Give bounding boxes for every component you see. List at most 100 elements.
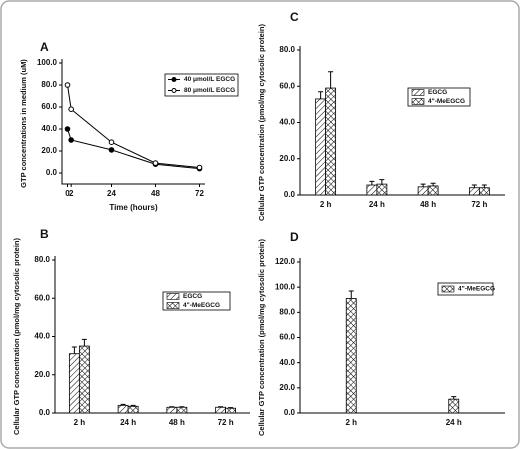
y-tick-label: 0.0 [284,408,296,417]
legend-label: EGCG [183,293,202,300]
y-tick-label: 0.0 [46,168,58,177]
bar [225,407,237,414]
y-axis-label: Cellular GTP concentration (pmol/mg cyto… [12,238,21,435]
error-bar [430,182,436,186]
marker [152,160,159,166]
y-tick-label: 100.0 [37,58,58,67]
bar [78,345,90,414]
bar [345,298,357,414]
error-bar [369,180,375,186]
x-tick-label: 24 h [369,200,385,209]
x-tick-label: 24 h [120,418,136,427]
bar [366,184,378,196]
y-axis-label: GTP concentrations in medium (uM) [19,59,28,188]
error-bar [81,338,87,347]
x-tick-label: 72 h [218,418,234,427]
x-tick-label: 2 h [320,200,332,209]
error-bar [130,404,136,407]
y-tick-label: 40.0 [41,124,57,133]
x-axis-label: Time (hours) [109,203,158,212]
x-tick-label: 48 h [420,200,436,209]
legend-box [162,291,231,311]
bar [215,406,227,414]
legend-label: EGCG [428,89,447,96]
x-tick-label: 0 [65,189,70,198]
x-tick-label: 2 h [345,418,357,427]
y-tick-label: 100.0 [275,282,296,291]
marker [108,147,115,153]
error-bar [481,184,487,188]
error-bar [379,179,385,185]
legend-swatch [166,302,180,309]
error-bar [471,184,477,188]
x-tick-label: 72 [195,189,204,198]
x-tick-label: 2 [69,189,74,198]
bar [468,187,480,196]
error-bar [120,403,126,406]
legend-label: 4"-MeEGCG [458,286,495,293]
bar [176,406,188,414]
marker [64,126,71,132]
marker [196,164,203,171]
legend-swatch [166,293,180,300]
legend-swatch [441,285,455,293]
bar [68,353,80,414]
legend-marker [171,88,177,93]
legend-swatch [411,98,425,105]
legend-label: 80 μmol/L EGCG [184,87,235,94]
y-axis-label: Cellular GTP concentration (pmol/mg cyto… [257,239,266,436]
y-tick-label: 80.0 [34,255,50,264]
marker [68,106,74,112]
y-tick-label: 0.0 [39,408,51,417]
y-tick-label: 20.0 [34,370,50,379]
bar [127,405,139,414]
y-tick-label: 20.0 [279,383,295,392]
bar [325,87,337,196]
x-tick-label: 48 h [169,418,185,427]
x-tick-label: 24 h [446,418,462,427]
error-bar [318,91,324,99]
y-tick-label: 120.0 [275,257,296,266]
error-bar [218,406,224,408]
error-bar [348,290,354,299]
error-bar [328,71,334,89]
marker [64,82,71,88]
panel-label: A [40,40,49,54]
y-tick-label: 60.0 [279,81,295,90]
error-bar [228,407,234,409]
y-tick-label: 0.0 [284,190,296,199]
y-tick-label: 80.0 [279,307,295,316]
y-tick-label: 60.0 [279,333,295,342]
y-tick-label: 60.0 [41,102,57,111]
panel-label: B [40,227,49,241]
legend-swatch [411,89,425,96]
y-tick-label: 20.0 [279,154,295,163]
y-tick-label: 60.0 [34,293,50,302]
bar [315,98,327,196]
x-tick-label: 24 [107,189,116,198]
legend-label: 40 μmol/L EGCG [184,76,235,83]
legend-label: 4"-MeEGCG [183,302,220,309]
marker [108,139,115,145]
y-tick-label: 80.0 [279,45,295,54]
marker [68,137,74,143]
y-tick-label: 40.0 [279,358,295,367]
bar [478,187,490,196]
legend-label: 4"-MeEGCG [428,98,465,105]
error-bar [169,406,175,408]
bar [376,183,388,196]
x-tick-label: 48 [151,189,160,198]
x-tick-label: 2 h [74,418,86,427]
y-tick-label: 40.0 [34,332,50,341]
legend-marker [171,77,177,82]
y-tick-label: 80.0 [41,80,57,89]
y-tick-label: 20.0 [41,146,57,155]
bar [166,406,178,414]
bar [417,186,429,196]
y-tick-label: 40.0 [279,118,295,127]
y-axis-label: Cellular GTP concentration (pmol/mg cyto… [257,24,266,221]
x-tick-label: 72 h [471,200,487,209]
error-bar [179,406,185,408]
